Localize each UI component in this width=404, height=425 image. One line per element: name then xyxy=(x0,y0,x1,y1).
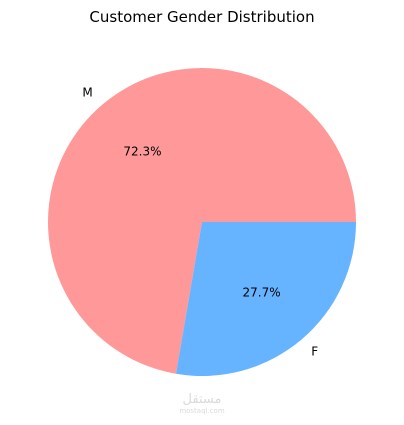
pie-slices xyxy=(47,68,356,377)
watermark-domain-text: mostaql.com xyxy=(179,407,225,415)
pie-labels: M 72.3% F 27.7% xyxy=(82,85,318,358)
slice-percent-m: 72.3% xyxy=(123,144,161,158)
slice-percent-f: 27.7% xyxy=(243,286,281,300)
chart-title: Customer Gender Distribution xyxy=(89,8,314,26)
pie-slice-m xyxy=(47,68,356,374)
slice-label-m: M xyxy=(82,85,92,99)
pie-slice-f xyxy=(175,222,356,377)
slice-label-f: F xyxy=(311,345,318,359)
watermark: مستقل mostaql.com xyxy=(179,392,225,415)
watermark-logo-text: مستقل xyxy=(183,392,222,407)
